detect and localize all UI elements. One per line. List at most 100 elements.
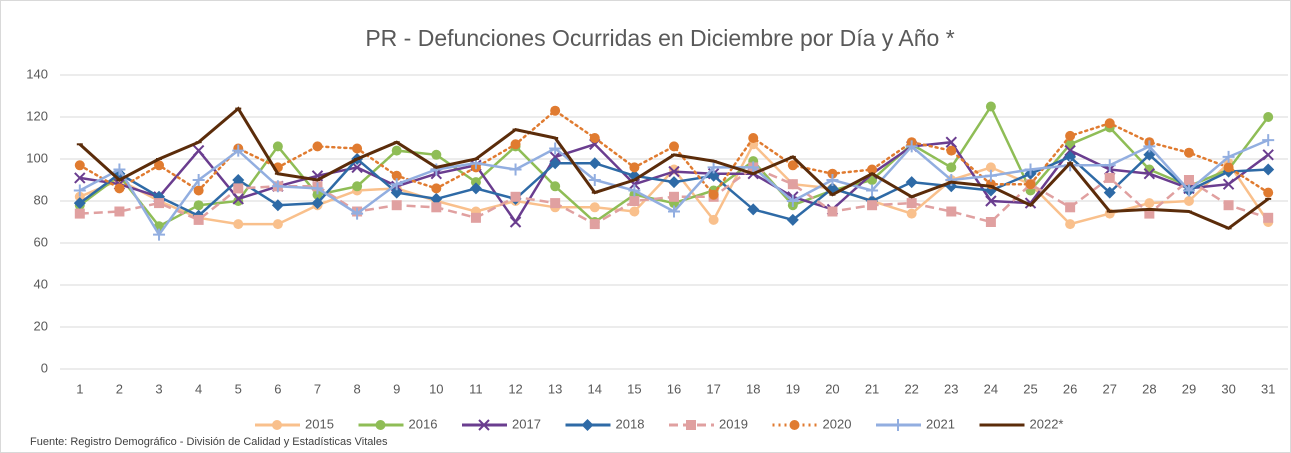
point [193,185,204,196]
point [708,214,719,225]
point [1183,147,1194,158]
x-tick-label: 12 [508,381,522,396]
x-tick-label: 16 [667,381,681,396]
x-tick-label: 30 [1221,381,1235,396]
source-note: Fuente: Registro Demográfico - División … [30,436,388,448]
point [1065,130,1076,141]
point [1262,149,1274,161]
point [352,181,363,192]
x-tick-label: 1 [76,381,83,396]
x-tick-label: 28 [1142,381,1156,396]
x-tick-label: 6 [274,381,281,396]
x-tick-label: 14 [588,381,602,396]
point [985,162,996,173]
point [589,202,600,213]
x-tick-label: 17 [706,381,720,396]
x-tick-label: 18 [746,381,760,396]
point [114,206,125,217]
y-tick-label: 40 [34,276,48,291]
point [232,174,245,186]
point [74,160,85,171]
point [789,420,800,430]
point [1104,172,1115,183]
point [74,208,85,219]
point [232,144,245,157]
point [74,191,85,202]
point [892,419,904,431]
point [1143,167,1156,180]
point [375,420,386,430]
point [233,219,244,230]
point [1024,163,1037,176]
point [708,189,719,200]
point [629,162,640,173]
point [787,160,798,171]
x-tick-label: 15 [627,381,641,396]
point [272,141,283,152]
point [827,168,838,179]
x-tick-label: 31 [1261,381,1275,396]
point [1263,112,1274,122]
point [629,196,640,206]
y-tick-label: 60 [34,234,48,249]
point [470,212,481,223]
point [787,179,798,190]
y-tick-label: 20 [34,318,48,333]
point [827,206,838,217]
point [431,149,442,160]
point [271,199,284,212]
point [629,206,640,217]
point [312,189,323,200]
x-tick-label: 10 [429,381,443,396]
point [1064,150,1077,163]
point [390,186,403,199]
chart-title: PR - Defunciones Ocurridas en Diciembre … [365,25,954,51]
x-tick-label: 3 [155,381,162,396]
point [589,219,600,230]
point [786,213,799,226]
x-tick-label: 9 [393,381,400,396]
point [1223,200,1234,211]
legend-label: 2019 [719,416,748,431]
x-tick-label: 25 [1023,381,1037,396]
point [984,169,997,182]
point [391,200,402,211]
point [906,208,917,219]
point [668,165,680,178]
point [668,205,680,218]
legend-label: 2021 [926,416,955,431]
point [985,217,996,227]
point [431,202,442,213]
point [1025,179,1036,190]
point [431,183,442,194]
point [478,419,490,431]
point [73,184,86,197]
point [193,214,204,225]
point [153,228,166,241]
point [1103,159,1116,172]
point [232,193,244,205]
point [352,143,363,154]
point [826,174,839,186]
legend-label: 2016 [409,416,438,431]
point [509,163,522,176]
point [73,197,86,210]
x-tick-label: 20 [825,381,839,396]
point [786,195,799,207]
y-tick-label: 80 [34,192,48,207]
legend-label: 2015 [305,416,334,431]
point [272,219,283,230]
x-tick-label: 29 [1182,381,1196,396]
point [549,142,562,155]
legend-label: 2022* [1030,416,1064,431]
point [1262,134,1275,147]
x-tick-label: 7 [314,381,321,396]
point [469,182,482,195]
point [351,207,364,220]
point [1183,175,1194,185]
x-tick-label: 23 [944,381,958,396]
point [985,101,996,112]
point [945,136,957,148]
